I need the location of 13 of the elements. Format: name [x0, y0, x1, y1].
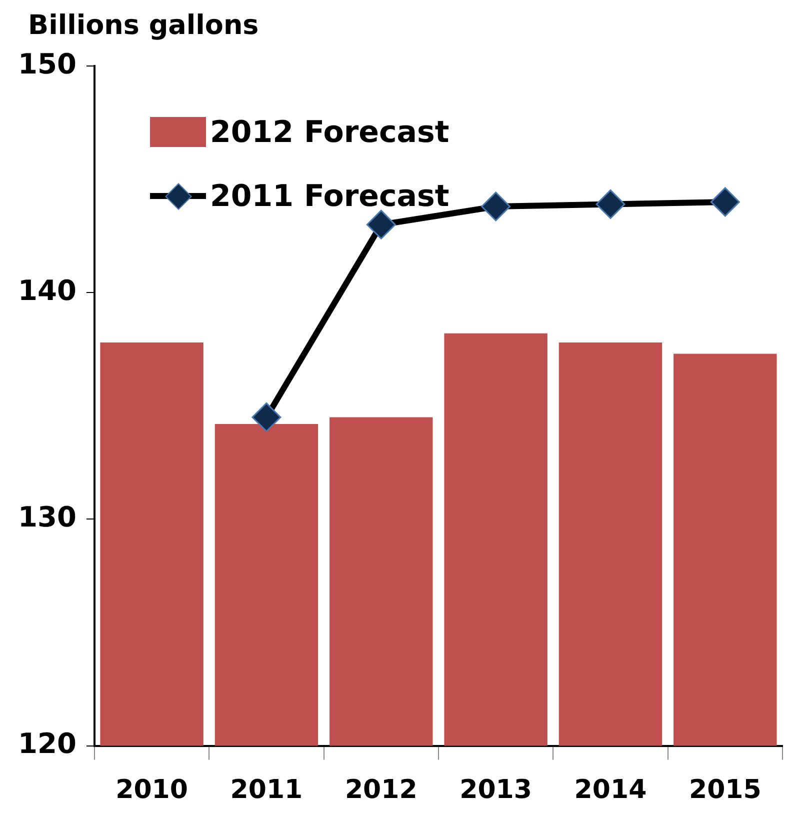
x-tick-label: 2011 — [230, 775, 303, 806]
y-tick-label: 150 — [18, 47, 76, 80]
x-tick-label: 2013 — [460, 775, 532, 806]
y-tick-label: 120 — [18, 727, 76, 760]
x-tick-label: 2012 — [344, 775, 418, 806]
y-tick-label: 130 — [18, 500, 76, 534]
y-tick-label: 140 — [18, 274, 76, 307]
legend-label: 2012 Forecast — [210, 114, 450, 150]
legend-label: 2011 Forecast — [210, 178, 450, 214]
x-tick-label: 2014 — [574, 775, 647, 806]
x-tick-label: 2015 — [688, 775, 762, 806]
y-axis-title: Billions gallons — [28, 10, 259, 41]
x-tick-label: 2010 — [116, 775, 188, 806]
